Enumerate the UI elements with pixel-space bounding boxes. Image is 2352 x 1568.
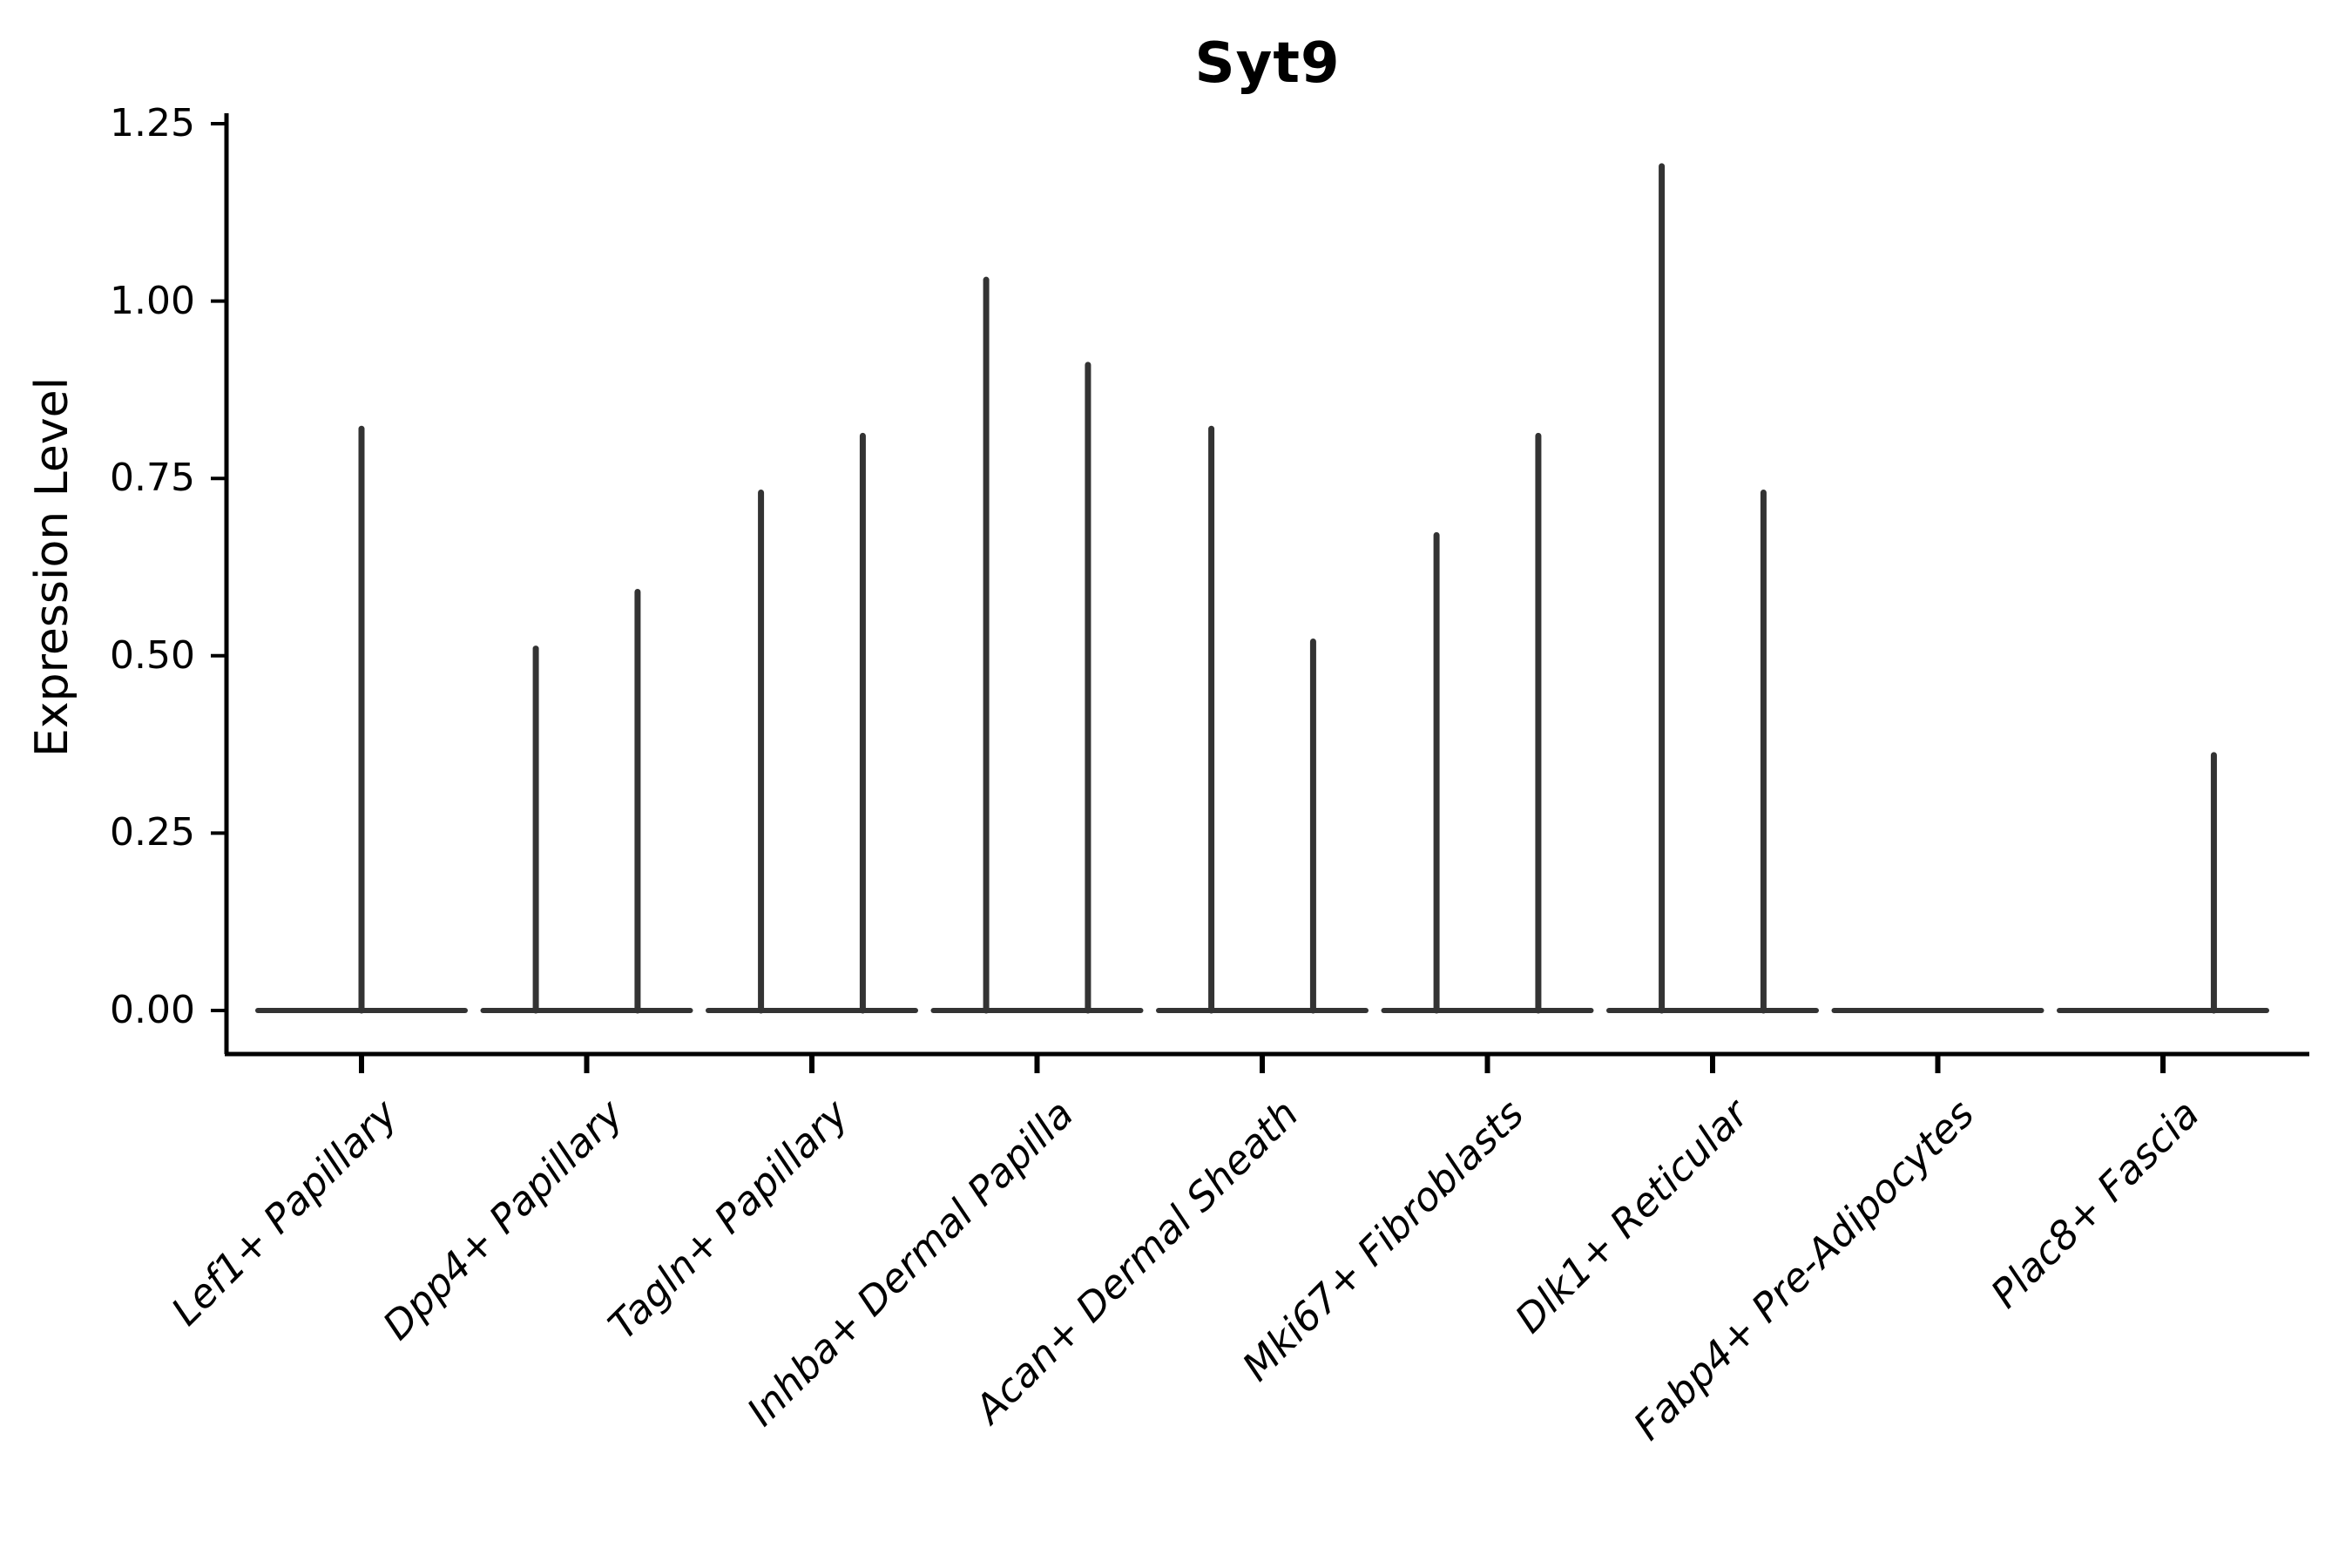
y-tick-label: 0.75	[110, 456, 195, 501]
y-tick-label: 1.00	[110, 278, 195, 323]
y-tick-label: 0.25	[110, 810, 195, 855]
chart-title: Syt9	[1194, 31, 1341, 96]
y-tick-label: 1.25	[110, 101, 195, 145]
y-tick-label: 0.00	[110, 988, 195, 1032]
y-tick-label: 0.50	[110, 632, 195, 678]
